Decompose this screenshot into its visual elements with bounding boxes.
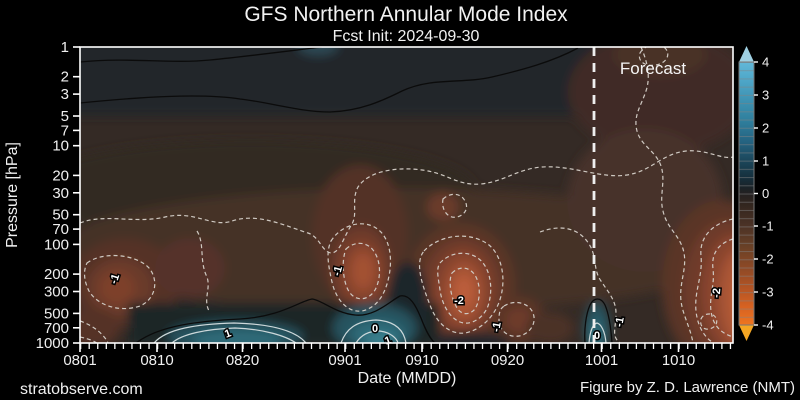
x-tick: 1001 <box>585 352 618 369</box>
colorbar-ticks <box>754 61 758 326</box>
y-tick: 100 <box>44 236 69 253</box>
x-tick: 1010 <box>662 352 695 369</box>
colorbar-tick: -1 <box>762 219 774 234</box>
y-tick: 30 <box>52 185 69 202</box>
y-axis-ticks <box>73 46 80 344</box>
y-tick: 70 <box>52 221 69 238</box>
y-axis-labels: 1 2 3 5 7 10 20 30 50 70 100 200 300 500… <box>36 39 69 352</box>
plot-frame <box>79 46 734 344</box>
y-tick: 7 <box>61 122 69 139</box>
contour-fill-field <box>80 47 733 343</box>
y-tick: 2 <box>61 69 69 86</box>
y-tick: 1000 <box>36 335 69 352</box>
y-tick: 5 <box>61 108 69 125</box>
x-tick: 0920 <box>491 352 524 369</box>
contour-label: -1 <box>490 321 504 333</box>
y-tick: 50 <box>52 207 69 224</box>
x-axis-labels: 0801 0810 0820 0901 0910 0920 1001 1010 <box>63 352 695 369</box>
colorbar-under-arrow <box>739 325 754 341</box>
colorbar-segments <box>739 62 754 325</box>
x-tick: 0910 <box>405 352 438 369</box>
colorbar-tick: -4 <box>762 318 774 333</box>
x-tick: 0810 <box>140 352 173 369</box>
y-tick: 1 <box>61 39 69 56</box>
colorbar-labels: 4 3 2 1 0 -1 -2 -3 -4 <box>762 55 774 333</box>
colorbar-tick: -3 <box>762 285 774 300</box>
author-credit: Figure by Z. D. Lawrence (NMT) <box>580 379 795 396</box>
y-tick: 20 <box>52 167 69 184</box>
x-axis-title: Date (MMDD) <box>358 370 457 387</box>
y-tick: 3 <box>61 86 69 103</box>
site-credit: stratobserve.com <box>20 381 143 398</box>
colorbar-tick: 3 <box>762 88 769 103</box>
page-subtitle: Fcst Init: 2024-09-30 <box>333 28 480 45</box>
y-tick: 200 <box>44 266 69 283</box>
contour-label: -1 <box>613 316 627 328</box>
contour-label: 0 <box>594 330 600 342</box>
contour-label: -2 <box>454 295 464 307</box>
contour-label: 0 <box>372 323 378 335</box>
colorbar-tick: 2 <box>762 121 769 136</box>
y-tick: 500 <box>44 305 69 322</box>
colorbar-tick: -2 <box>762 252 774 267</box>
y-tick: 10 <box>52 138 69 155</box>
colorbar-over-arrow <box>739 46 754 62</box>
contour-labels: -1 -1 -2 -1 0 1 1 0 -1 -2 <box>106 263 725 349</box>
forecast-label: Forecast <box>620 59 686 78</box>
page-title: GFS Northern Annular Mode Index <box>244 3 568 26</box>
colorbar: 4 3 2 1 0 -1 -2 -3 -4 <box>738 46 774 341</box>
y-tick: 700 <box>44 320 69 337</box>
x-tick: 0820 <box>226 352 259 369</box>
x-tick: 0801 <box>63 352 96 369</box>
colorbar-tick: 0 <box>762 186 769 201</box>
y-axis-title: Pressure [hPa] <box>4 142 21 248</box>
contour-label: -1 <box>331 265 345 278</box>
contour-lines <box>80 47 733 343</box>
x-axis-major-ticks <box>79 343 680 352</box>
x-tick: 0901 <box>328 352 361 369</box>
contour-label: -2 <box>711 288 724 299</box>
colorbar-tick: 1 <box>762 154 769 169</box>
y-tick: 300 <box>44 284 69 301</box>
colorbar-tick: 4 <box>762 55 769 70</box>
